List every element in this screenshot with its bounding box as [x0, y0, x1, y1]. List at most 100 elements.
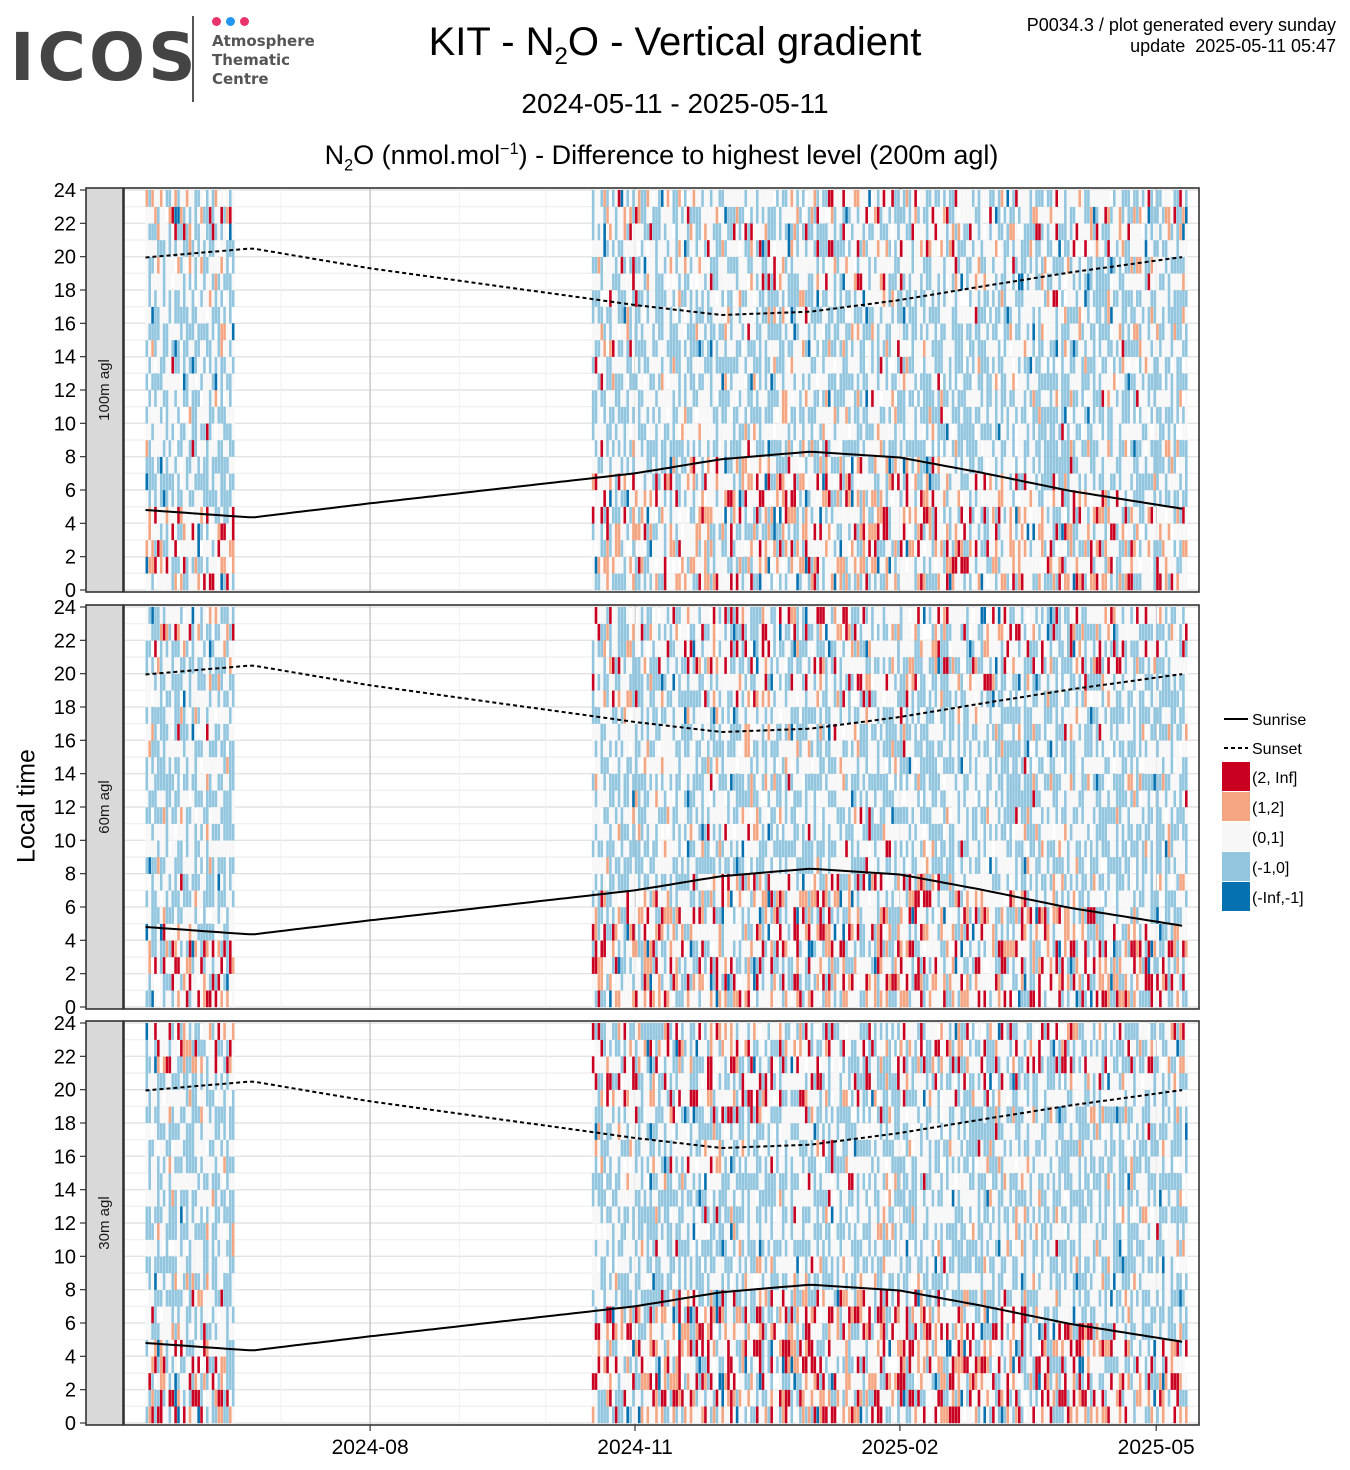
heatmap-cell: [796, 323, 799, 341]
heatmap-cell: [655, 540, 658, 557]
heatmap-cell: [1066, 390, 1070, 407]
heatmap-cell: [994, 456, 998, 474]
heatmap-cell: [211, 356, 215, 374]
heatmap-cell: [879, 540, 883, 557]
heatmap-cell: [695, 473, 699, 491]
heatmap-cell: [753, 456, 756, 474]
heatmap-cell: [177, 340, 180, 357]
heatmap-cell: [191, 323, 195, 341]
heatmap-cell: [747, 390, 750, 407]
heatmap-cell: [689, 556, 693, 574]
heatmap-cell: [646, 356, 650, 374]
heatmap-cell: [911, 373, 915, 391]
heatmap-cell: [211, 440, 215, 457]
heatmap-cell: [850, 406, 854, 424]
heatmap-cell: [701, 523, 704, 541]
heatmap-cell: [1072, 373, 1076, 391]
heatmap-cell: [609, 490, 612, 507]
heatmap-cell: [894, 373, 897, 391]
heatmap-cell: [954, 223, 958, 241]
heatmap-cell: [174, 373, 177, 391]
heatmap-cell: [992, 506, 995, 524]
heatmap-cell: [1046, 240, 1050, 257]
heatmap-cell: [862, 223, 866, 241]
heatmap-cell: [629, 373, 632, 391]
heatmap-cell: [151, 490, 154, 507]
heatmap-cell: [776, 540, 779, 557]
heatmap-cell: [871, 223, 874, 241]
heatmap-cell: [643, 523, 647, 541]
heatmap-cell: [1015, 340, 1018, 357]
heatmap-cell: [920, 273, 923, 291]
heatmap-cell: [862, 556, 866, 574]
heatmap-cell: [865, 506, 868, 524]
heatmap-cell: [669, 473, 673, 491]
heatmap-cell: [842, 256, 845, 274]
heatmap-cell: [839, 256, 843, 274]
heatmap-cell: [217, 306, 221, 324]
heatmap-cell: [747, 406, 750, 424]
heatmap-cell: [180, 240, 183, 257]
heatmap-cell: [744, 556, 748, 574]
heatmap-cell: [1092, 456, 1096, 474]
heatmap-cell: [609, 240, 612, 257]
heatmap-cell: [203, 273, 206, 291]
heatmap-cell: [718, 240, 722, 257]
heatmap-cell: [692, 373, 696, 391]
heatmap-cell: [165, 373, 169, 391]
heatmap-cell: [1009, 540, 1012, 557]
heatmap-cell: [845, 390, 848, 407]
heatmap-cell: [882, 323, 886, 341]
heatmap-cell: [989, 540, 992, 557]
heatmap-cell: [796, 440, 799, 457]
heatmap-cell: [683, 390, 687, 407]
heatmap-cell: [695, 540, 699, 557]
heatmap-cell: [842, 273, 845, 291]
heatmap-cell: [764, 290, 768, 307]
heatmap-cell: [1127, 206, 1130, 224]
heatmap-cell: [738, 290, 742, 307]
heatmap-cell: [836, 323, 840, 341]
heatmap-cell: [934, 240, 938, 257]
heatmap-cell: [701, 290, 704, 307]
heatmap-cell: [1061, 340, 1064, 357]
heatmap-cell: [957, 240, 961, 257]
heatmap-cell: [223, 540, 226, 557]
heatmap-cell: [1032, 273, 1035, 291]
heatmap-cell: [934, 223, 938, 241]
heatmap-cell: [974, 406, 978, 424]
heatmap-cell: [675, 256, 678, 274]
heatmap-cell: [1072, 540, 1076, 557]
heatmap-cell: [1041, 490, 1044, 507]
heatmap-cell: [842, 456, 845, 474]
heatmap-cell: [154, 406, 157, 424]
heatmap-cell: [845, 423, 848, 441]
heatmap-cell: [220, 290, 223, 307]
heatmap-cell: [174, 323, 177, 341]
heatmap-cell: [1115, 540, 1119, 557]
heatmap-cell: [1075, 373, 1079, 391]
heatmap-cell: [188, 490, 192, 507]
heatmap-cell: [747, 190, 750, 207]
heatmap-cell: [1052, 573, 1056, 591]
heatmap-cell: [611, 356, 615, 374]
heatmap-cell: [940, 556, 943, 574]
heatmap-cell: [1110, 506, 1113, 524]
heatmap-cell: [1072, 406, 1076, 424]
heatmap-cell: [600, 573, 604, 591]
heatmap-cell: [899, 406, 903, 424]
heatmap-cell: [1101, 540, 1105, 557]
heatmap-cell: [954, 206, 958, 224]
heatmap-cell: [1026, 423, 1030, 441]
heatmap-cell: [971, 506, 975, 524]
heatmap-cell: [655, 256, 658, 274]
heatmap-cell: [845, 356, 848, 374]
heatmap-cell: [951, 506, 955, 524]
heatmap-cell: [200, 456, 203, 474]
heatmap-cell: [1118, 206, 1122, 224]
heatmap-cell: [632, 340, 635, 357]
heatmap-cell: [914, 573, 917, 591]
heatmap-cell: [804, 573, 808, 591]
heatmap-cell: [1029, 273, 1033, 291]
heatmap-cell: [614, 240, 618, 257]
